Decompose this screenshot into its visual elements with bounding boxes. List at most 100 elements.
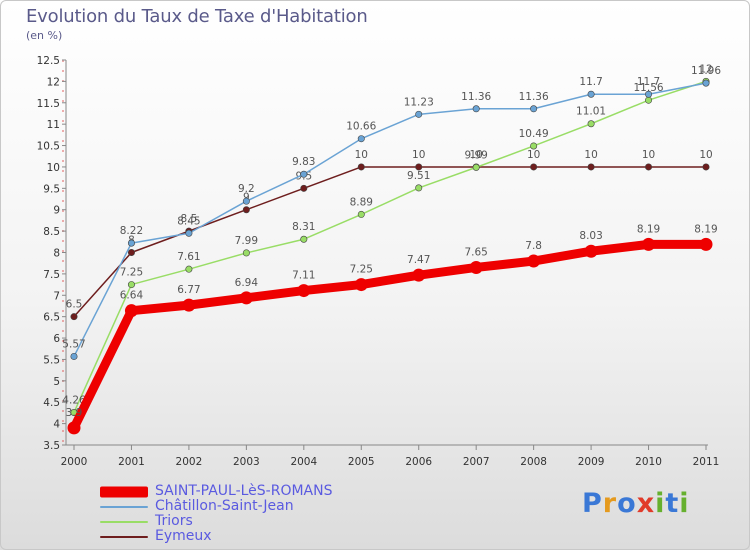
x-tick-label: 2000	[61, 456, 88, 468]
y-tick-label: 6.5	[43, 312, 60, 324]
data-point-triors	[587, 120, 595, 128]
data-point-eymeux	[242, 206, 250, 214]
data-point-saint-paul-l-s-romans	[67, 421, 81, 435]
legend-swatch	[100, 505, 148, 508]
y-tick-label: 5	[53, 376, 60, 388]
data-label-triors: 10.49	[519, 128, 549, 140]
legend-label: SAINT-PAUL-LèS-ROMANS	[155, 483, 333, 499]
legend-label: Châtillon-Saint-Jean	[155, 498, 294, 514]
data-point-saint-paul-l-s-romans	[642, 237, 656, 251]
data-point-triors	[127, 281, 135, 289]
data-point-saint-paul-l-s-romans	[297, 284, 311, 298]
data-point-triors	[357, 210, 365, 218]
data-point-saint-paul-l-s-romans	[182, 298, 196, 312]
data-label-triors: 11.01	[576, 106, 606, 118]
data-point-triors	[415, 184, 423, 192]
data-point-eymeux	[587, 163, 595, 171]
data-label-saint-paul-l-s-romans: 3.9	[66, 407, 83, 419]
data-point-triors	[300, 235, 308, 243]
data-label-eymeux: 10	[584, 149, 597, 161]
data-label-ch-tillon-saint-jean: 5.57	[62, 338, 85, 350]
data-point-triors	[530, 142, 538, 150]
logo-letter: P	[582, 488, 603, 519]
data-point-triors	[645, 96, 653, 104]
y-tick-label: 11	[47, 119, 60, 131]
y-tick-label: 7	[53, 290, 60, 302]
data-point-eymeux	[415, 163, 423, 171]
data-point-triors	[185, 265, 193, 273]
data-label-eymeux: 10	[699, 149, 712, 161]
data-point-eymeux	[702, 163, 710, 171]
data-label-triors: 4.26	[62, 394, 86, 406]
data-point-eymeux	[645, 163, 653, 171]
legend-swatch	[100, 486, 148, 497]
legend-label: Eymeux	[155, 528, 212, 544]
y-tick-label: 6	[53, 333, 60, 345]
data-point-saint-paul-l-s-romans	[412, 268, 426, 282]
data-label-eymeux: 10	[355, 149, 368, 161]
logo-letter: o	[617, 488, 637, 519]
data-point-triors	[242, 249, 250, 257]
data-point-ch-tillon-saint-jean	[127, 239, 135, 247]
data-label-ch-tillon-saint-jean: 11.96	[691, 65, 721, 77]
data-point-ch-tillon-saint-jean	[242, 197, 250, 205]
chart-subtitle: (en %)	[26, 29, 63, 42]
logo-letter: r	[602, 488, 618, 519]
legend-label: Triors	[155, 513, 193, 529]
data-label-ch-tillon-saint-jean: 11.23	[404, 96, 434, 108]
y-tick-label: 9.5	[43, 183, 60, 195]
y-tick-label: 10	[47, 162, 60, 174]
data-label-eymeux: 10	[412, 149, 425, 161]
data-point-ch-tillon-saint-jean	[702, 79, 710, 87]
y-tick-label: 7.5	[43, 269, 60, 281]
data-label-saint-paul-l-s-romans: 7.47	[407, 254, 430, 266]
x-tick-label: 2011	[693, 456, 720, 468]
data-point-eymeux	[300, 184, 308, 192]
x-tick-label: 2003	[233, 456, 260, 468]
data-label-eymeux: 10	[469, 149, 482, 161]
data-point-saint-paul-l-s-romans	[584, 244, 598, 258]
proxiti-logo: Proxiti	[582, 488, 690, 519]
data-point-ch-tillon-saint-jean	[472, 105, 480, 113]
data-label-saint-paul-l-s-romans: 7.25	[350, 264, 373, 276]
data-label-eymeux: 8.5	[181, 213, 198, 225]
data-point-ch-tillon-saint-jean	[415, 110, 423, 118]
x-tick-label: 2005	[348, 456, 375, 468]
data-label-ch-tillon-saint-jean: 9.83	[292, 156, 315, 168]
series-line-triors	[73, 80, 707, 414]
x-tick-label: 2004	[290, 456, 317, 468]
legend-swatch	[100, 520, 148, 523]
data-label-saint-paul-l-s-romans: 6.64	[120, 290, 144, 302]
x-tick-label: 2008	[520, 456, 547, 468]
data-label-saint-paul-l-s-romans: 8.19	[637, 223, 660, 235]
y-tick-label: 9	[53, 205, 60, 217]
data-point-saint-paul-l-s-romans	[124, 304, 138, 318]
data-label-ch-tillon-saint-jean: 11.36	[461, 91, 491, 103]
data-point-eymeux	[70, 313, 78, 321]
logo-letter: x	[636, 488, 656, 519]
data-label-ch-tillon-saint-jean: 11.7	[579, 76, 602, 88]
series-line-ch-tillon-saint-jean	[73, 82, 707, 358]
data-label-saint-paul-l-s-romans: 6.77	[177, 284, 200, 296]
logo-letter: i	[655, 488, 666, 519]
data-label-triors: 9.51	[407, 170, 430, 182]
data-point-saint-paul-l-s-romans	[354, 278, 368, 292]
y-tick-label: 8.5	[43, 226, 60, 238]
data-point-ch-tillon-saint-jean	[300, 170, 308, 178]
data-point-ch-tillon-saint-jean	[645, 90, 653, 98]
data-label-triors: 8.89	[350, 196, 373, 208]
data-point-ch-tillon-saint-jean	[70, 352, 78, 360]
data-label-ch-tillon-saint-jean: 9.2	[238, 183, 255, 195]
y-tick-label: 11.5	[37, 98, 60, 110]
data-point-triors	[472, 163, 480, 171]
data-label-triors: 11.56	[634, 82, 664, 94]
data-label-saint-paul-l-s-romans: 6.94	[235, 277, 259, 289]
series-line-eymeux	[73, 166, 707, 318]
data-point-ch-tillon-saint-jean	[185, 229, 193, 237]
data-label-saint-paul-l-s-romans: 8.19	[694, 223, 717, 235]
logo-letter: i	[679, 488, 690, 519]
chart-title: Evolution du Taux de Taxe d'Habitation	[26, 6, 368, 27]
data-point-eymeux	[530, 163, 538, 171]
data-label-saint-paul-l-s-romans: 8.03	[579, 230, 602, 242]
